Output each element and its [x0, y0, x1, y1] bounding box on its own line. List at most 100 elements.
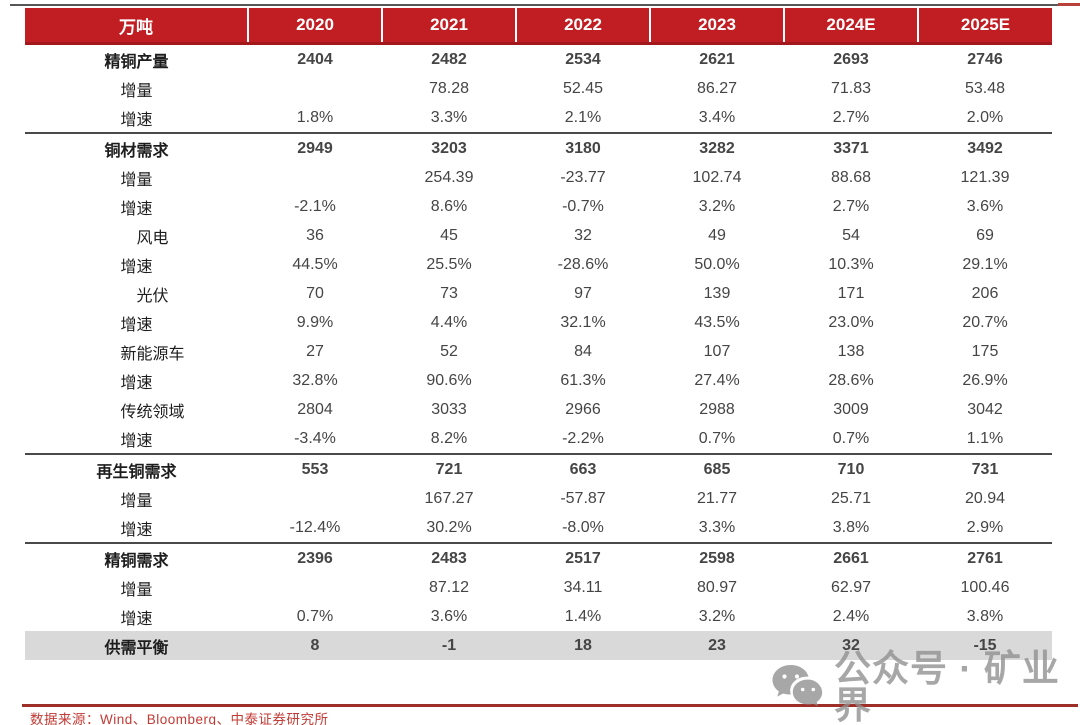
cell-value: 3.6% — [966, 197, 1004, 215]
cell-value: 27.4% — [694, 371, 740, 389]
header-year-2024e: 2024E — [783, 8, 918, 45]
cell-value: 2.4% — [832, 607, 870, 625]
row-label: 增速 — [120, 316, 153, 334]
row-label: 增速 — [120, 200, 153, 218]
cell-value: 3.8% — [966, 607, 1004, 625]
row-label: 铜材需求 — [104, 142, 169, 160]
cell-value: 26.9% — [962, 371, 1008, 389]
cell-value: 2598 — [699, 549, 735, 567]
header-year-2023: 2023 — [649, 8, 784, 45]
cell-value: 2483 — [431, 549, 467, 567]
cell-value: 1.4% — [564, 607, 602, 625]
cell-value: 100.46 — [960, 578, 1010, 596]
table-row-normal: 增量 167.27 -57.87 21.77 25.71 20.94 — [25, 484, 1052, 513]
cell-value: 2661 — [833, 549, 869, 567]
table-row-normal: 增速 0.7% 3.6% 1.4% 3.2% 2.4% 3.8% — [25, 602, 1052, 631]
table-row-section: 精铜产量 2404 2482 2534 2621 2693 2746 — [25, 44, 1052, 75]
cell-value: 23 — [650, 631, 784, 660]
cell-value: 49 — [708, 226, 726, 244]
table-row-normal: 增速 1.8% 3.3% 2.1% 3.4% 2.7% 2.0% — [25, 103, 1052, 134]
cell-value: -15 — [918, 631, 1052, 660]
cell-value: 62.97 — [830, 578, 872, 596]
cell-value: 138 — [837, 342, 865, 360]
cell-value: -2.1% — [294, 197, 336, 215]
row-label: 增量 — [120, 581, 153, 599]
row-label: 风电 — [136, 229, 169, 247]
cell-value: -2.2% — [516, 424, 650, 455]
cell-value: 2.9% — [918, 513, 1052, 544]
table-row-normal: 增速 -2.1% 8.6% -0.7% 3.2% 2.7% 3.6% — [25, 192, 1052, 221]
cell-value: 731 — [971, 460, 999, 478]
cell-value: 43.5% — [694, 313, 740, 331]
row-label: 增速 — [25, 513, 248, 544]
cell-value: 52.45 — [562, 79, 604, 97]
row-label: 增量 — [120, 82, 153, 100]
cell-value: 10.3% — [828, 255, 874, 273]
cell-value: 86.27 — [696, 79, 738, 97]
cell-value: 73 — [440, 284, 458, 302]
cell-value: 32.1% — [560, 313, 606, 331]
cell-value: 8.6% — [430, 197, 468, 215]
cell-value: 2.1% — [516, 103, 650, 134]
cell-value: 3.3% — [650, 513, 784, 544]
table-row-sub: 风电 36 45 32 49 54 69 — [25, 221, 1052, 250]
cell-value: 90.6% — [426, 371, 472, 389]
cell-value: 710 — [837, 460, 865, 478]
cell-value: 0.7% — [296, 607, 334, 625]
cell-value: 8.2% — [382, 424, 516, 455]
table-row-normal: 增量 87.12 34.11 80.97 62.97 100.46 — [25, 573, 1052, 602]
cell-value: 88.68 — [830, 168, 872, 186]
top-border-line — [10, 4, 1058, 6]
cell-value: 553 — [301, 460, 329, 478]
row-label: 精铜需求 — [104, 552, 169, 570]
cell-value: 4.4% — [430, 313, 468, 331]
cell-value: 20.7% — [962, 313, 1008, 331]
row-label: 增速 — [120, 374, 153, 392]
data-source-note: 数据来源：Wind、Bloomberg、中泰证券研究所 — [30, 712, 329, 725]
cell-value: 3.2% — [698, 607, 736, 625]
row-label: 增速 — [25, 103, 248, 134]
cell-value: -12.4% — [248, 513, 382, 544]
cell-value — [248, 163, 382, 192]
cell-value: 52 — [440, 342, 458, 360]
row-label: 传统领域 — [120, 403, 185, 421]
cell-value: 53.48 — [964, 79, 1006, 97]
cell-value: 175 — [971, 342, 999, 360]
cell-value: 29.1% — [962, 255, 1008, 273]
cell-value: 139 — [703, 284, 731, 302]
cell-value: 70 — [306, 284, 324, 302]
table-row-normal: 增速 44.5% 25.5% -28.6% 50.0% 10.3% 29.1% — [25, 250, 1052, 279]
table-row-sub: 光伏 70 73 97 139 171 206 — [25, 279, 1052, 308]
cell-value: 3371 — [833, 139, 869, 157]
cell-value: 3.8% — [784, 513, 918, 544]
cell-value: 2.0% — [918, 103, 1052, 134]
cell-value: 107 — [703, 342, 731, 360]
cell-value: 23.0% — [828, 313, 874, 331]
cell-value: 3492 — [967, 139, 1003, 157]
cell-value: 2988 — [699, 400, 735, 418]
cell-value: 1.1% — [918, 424, 1052, 455]
row-label: 光伏 — [136, 287, 169, 305]
table-row-normal: 增速 -3.4% 8.2% -2.2% 0.7% 0.7% 1.1% — [25, 424, 1052, 455]
table-row-normal: 增速 32.8% 90.6% 61.3% 27.4% 28.6% 26.9% — [25, 366, 1052, 395]
cell-value: 2482 — [431, 50, 467, 68]
cell-value: 78.28 — [428, 79, 470, 97]
cell-value: -3.4% — [248, 424, 382, 455]
row-label: 增速 — [25, 424, 248, 455]
cell-value: 30.2% — [382, 513, 516, 544]
cell-value: 20.94 — [964, 489, 1006, 507]
cell-value: -28.6% — [557, 255, 609, 273]
table-row-section: 精铜需求 2396 2483 2517 2598 2661 2761 — [25, 543, 1052, 573]
cell-value: 2396 — [297, 549, 333, 567]
header-year-2021: 2021 — [381, 8, 516, 45]
table-row-normal: 增速 9.9% 4.4% 32.1% 43.5% 23.0% 20.7% — [25, 308, 1052, 337]
cell-value: 32 — [784, 631, 918, 660]
cell-value: 206 — [971, 284, 999, 302]
cell-value: 121.39 — [960, 168, 1010, 186]
cell-value: -23.77 — [560, 168, 606, 186]
cell-value: 9.9% — [296, 313, 334, 331]
header-year-2022: 2022 — [515, 8, 650, 45]
cell-value: 1.8% — [248, 103, 382, 134]
table-row-sub: 新能源车 27 52 84 107 138 175 — [25, 337, 1052, 366]
